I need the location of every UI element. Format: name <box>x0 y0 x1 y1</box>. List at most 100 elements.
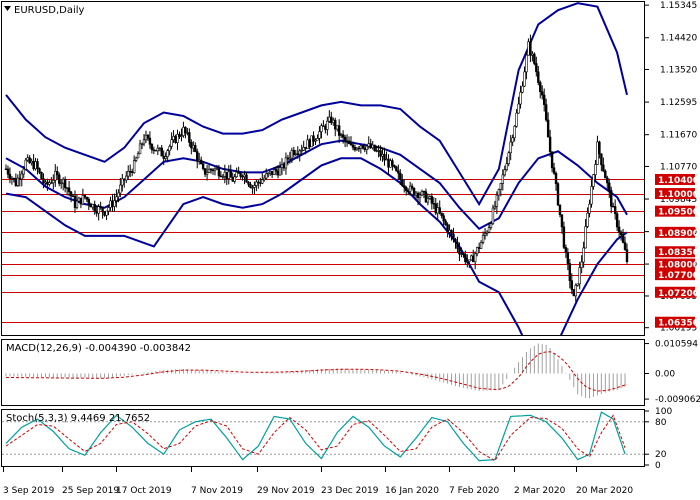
price-pane <box>1 1 645 336</box>
candle-body <box>144 134 148 141</box>
candle-body <box>101 207 104 213</box>
candle-body <box>610 190 613 207</box>
price-tick-label: 1.14420 <box>660 34 697 44</box>
candle-body <box>529 41 532 56</box>
candle-body <box>136 153 140 159</box>
candle-body <box>519 91 522 105</box>
candle-body <box>196 151 199 162</box>
candle-body <box>462 253 465 255</box>
candle-body <box>625 249 629 262</box>
candle-body <box>152 149 156 151</box>
candle-body <box>8 173 12 179</box>
candle-body <box>428 196 432 199</box>
candle-body <box>245 174 248 183</box>
candle-body <box>172 135 175 140</box>
candle-body <box>192 145 195 149</box>
candle-body <box>365 145 368 150</box>
candle-body <box>479 242 483 249</box>
stoch-tick-label: 0 <box>655 461 661 471</box>
x-tick-label: 2 Mar 2020 <box>514 486 566 496</box>
candle-body <box>397 170 400 174</box>
price-level-tag-label: 1.07700 <box>658 271 699 281</box>
x-tick-label: 16 Jan 2020 <box>385 486 439 496</box>
candle-body <box>71 195 75 198</box>
candle-body <box>190 142 193 149</box>
candle-body <box>487 227 491 233</box>
candle-body <box>231 177 234 182</box>
candle-body <box>436 207 439 214</box>
candle-body <box>501 174 504 184</box>
candle-body <box>357 147 361 150</box>
price-level-tag-label: 1.06350 <box>658 319 699 329</box>
bollinger-lower-line <box>5 157 628 335</box>
candle-body <box>505 163 508 170</box>
candle-body <box>103 211 106 216</box>
candle-body <box>259 182 262 184</box>
candle-body <box>166 150 169 157</box>
candle-body <box>184 126 187 134</box>
candle-body <box>215 168 219 170</box>
candle-body <box>355 147 359 151</box>
candle-body <box>255 181 258 186</box>
macd-tick-label: 0.00 <box>655 369 675 379</box>
candle-body <box>308 139 311 148</box>
candle-body <box>46 181 49 185</box>
candle-body <box>180 135 183 137</box>
candle-body <box>617 226 621 233</box>
price-tick-label: 1.09845 <box>660 195 697 205</box>
candle-body <box>61 178 65 184</box>
candle-body <box>568 263 572 281</box>
macd-title: MACD(12,26,9) -0.004390 -0.003842 <box>6 343 191 354</box>
price-level-tag <box>655 269 695 281</box>
candle-body <box>188 132 191 143</box>
candle-body <box>483 233 487 236</box>
candle-body <box>420 190 424 196</box>
candle-body <box>302 147 305 151</box>
candle-body <box>511 137 514 143</box>
candle-body <box>276 170 280 176</box>
candle-body <box>79 197 83 205</box>
stoch-k-line <box>5 411 626 462</box>
candle-body <box>602 164 605 172</box>
candle-body <box>211 169 215 172</box>
candle-body <box>219 175 223 178</box>
candle-body <box>446 224 449 233</box>
candle-body <box>119 184 122 194</box>
candle-body <box>600 153 603 166</box>
candle-body <box>387 158 390 168</box>
candle-body <box>306 139 309 149</box>
price-level-tag-label: 1.10400 <box>658 176 699 186</box>
candle-body <box>140 143 144 145</box>
candle-body <box>310 135 313 148</box>
stoch-tick-label: 80 <box>655 418 667 428</box>
dropdown-arrow-icon[interactable] <box>4 6 11 11</box>
x-tick-label: 7 Nov 2019 <box>191 486 243 496</box>
candle-body <box>12 177 16 180</box>
x-tick-label: 7 Feb 2020 <box>449 486 500 496</box>
candle-body <box>203 168 207 175</box>
candle-body <box>85 196 89 200</box>
candle-body <box>24 159 27 170</box>
candle-body <box>83 194 87 198</box>
price-level-tag-label: 1.08000 <box>658 261 699 271</box>
candle-body <box>58 174 61 184</box>
macd-tick-label: -0.009062 <box>655 395 700 405</box>
candle-body <box>438 207 441 214</box>
price-tick-label: 1.06195 <box>660 324 697 334</box>
candle-body <box>10 177 14 180</box>
candle-body <box>182 126 185 136</box>
candle-body <box>466 261 469 263</box>
candle-body <box>107 207 110 212</box>
candle-body <box>156 147 159 152</box>
candle-body <box>48 182 51 185</box>
candle-body <box>574 285 577 297</box>
candle-body <box>93 204 96 212</box>
candle-body <box>444 220 447 225</box>
candle-body <box>282 163 286 169</box>
candle-body <box>249 184 252 188</box>
candle-body <box>472 255 475 263</box>
candle-body <box>542 94 546 105</box>
candle-body <box>150 144 154 151</box>
candle-body <box>351 144 355 148</box>
candle-body <box>491 207 495 224</box>
